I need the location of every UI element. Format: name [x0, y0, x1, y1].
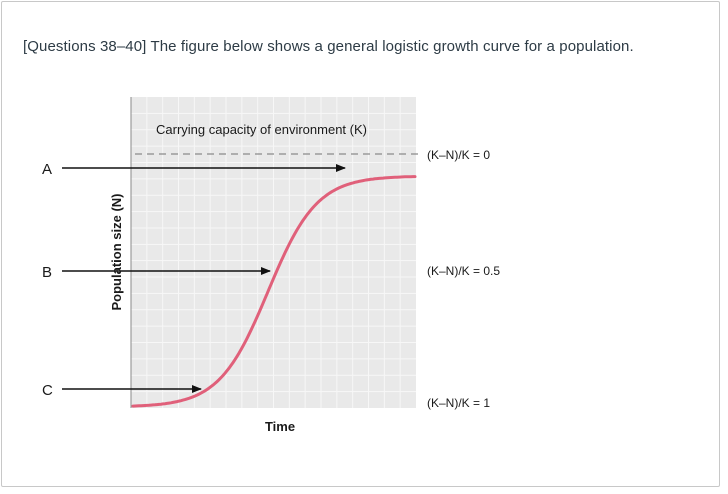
arrow-label-b: B — [42, 264, 52, 281]
carrying-capacity-label: Carrying capacity of environment (K) — [156, 122, 367, 137]
ratio-label-bottom: (K–N)/K = 1 — [427, 396, 490, 410]
x-axis-label: Time — [265, 419, 295, 434]
plot-grid — [131, 97, 416, 408]
arrow-label-c: C — [42, 382, 53, 399]
ratio-label-middle: (K–N)/K = 0.5 — [427, 264, 500, 278]
logistic-curve — [131, 175, 417, 408]
question-text: [Questions 38–40] The figure below shows… — [23, 38, 634, 55]
y-axis-label: Population size (N) — [109, 194, 124, 311]
ratio-label-top: (K–N)/K = 0 — [427, 148, 490, 162]
arrow-label-a: A — [42, 161, 52, 178]
